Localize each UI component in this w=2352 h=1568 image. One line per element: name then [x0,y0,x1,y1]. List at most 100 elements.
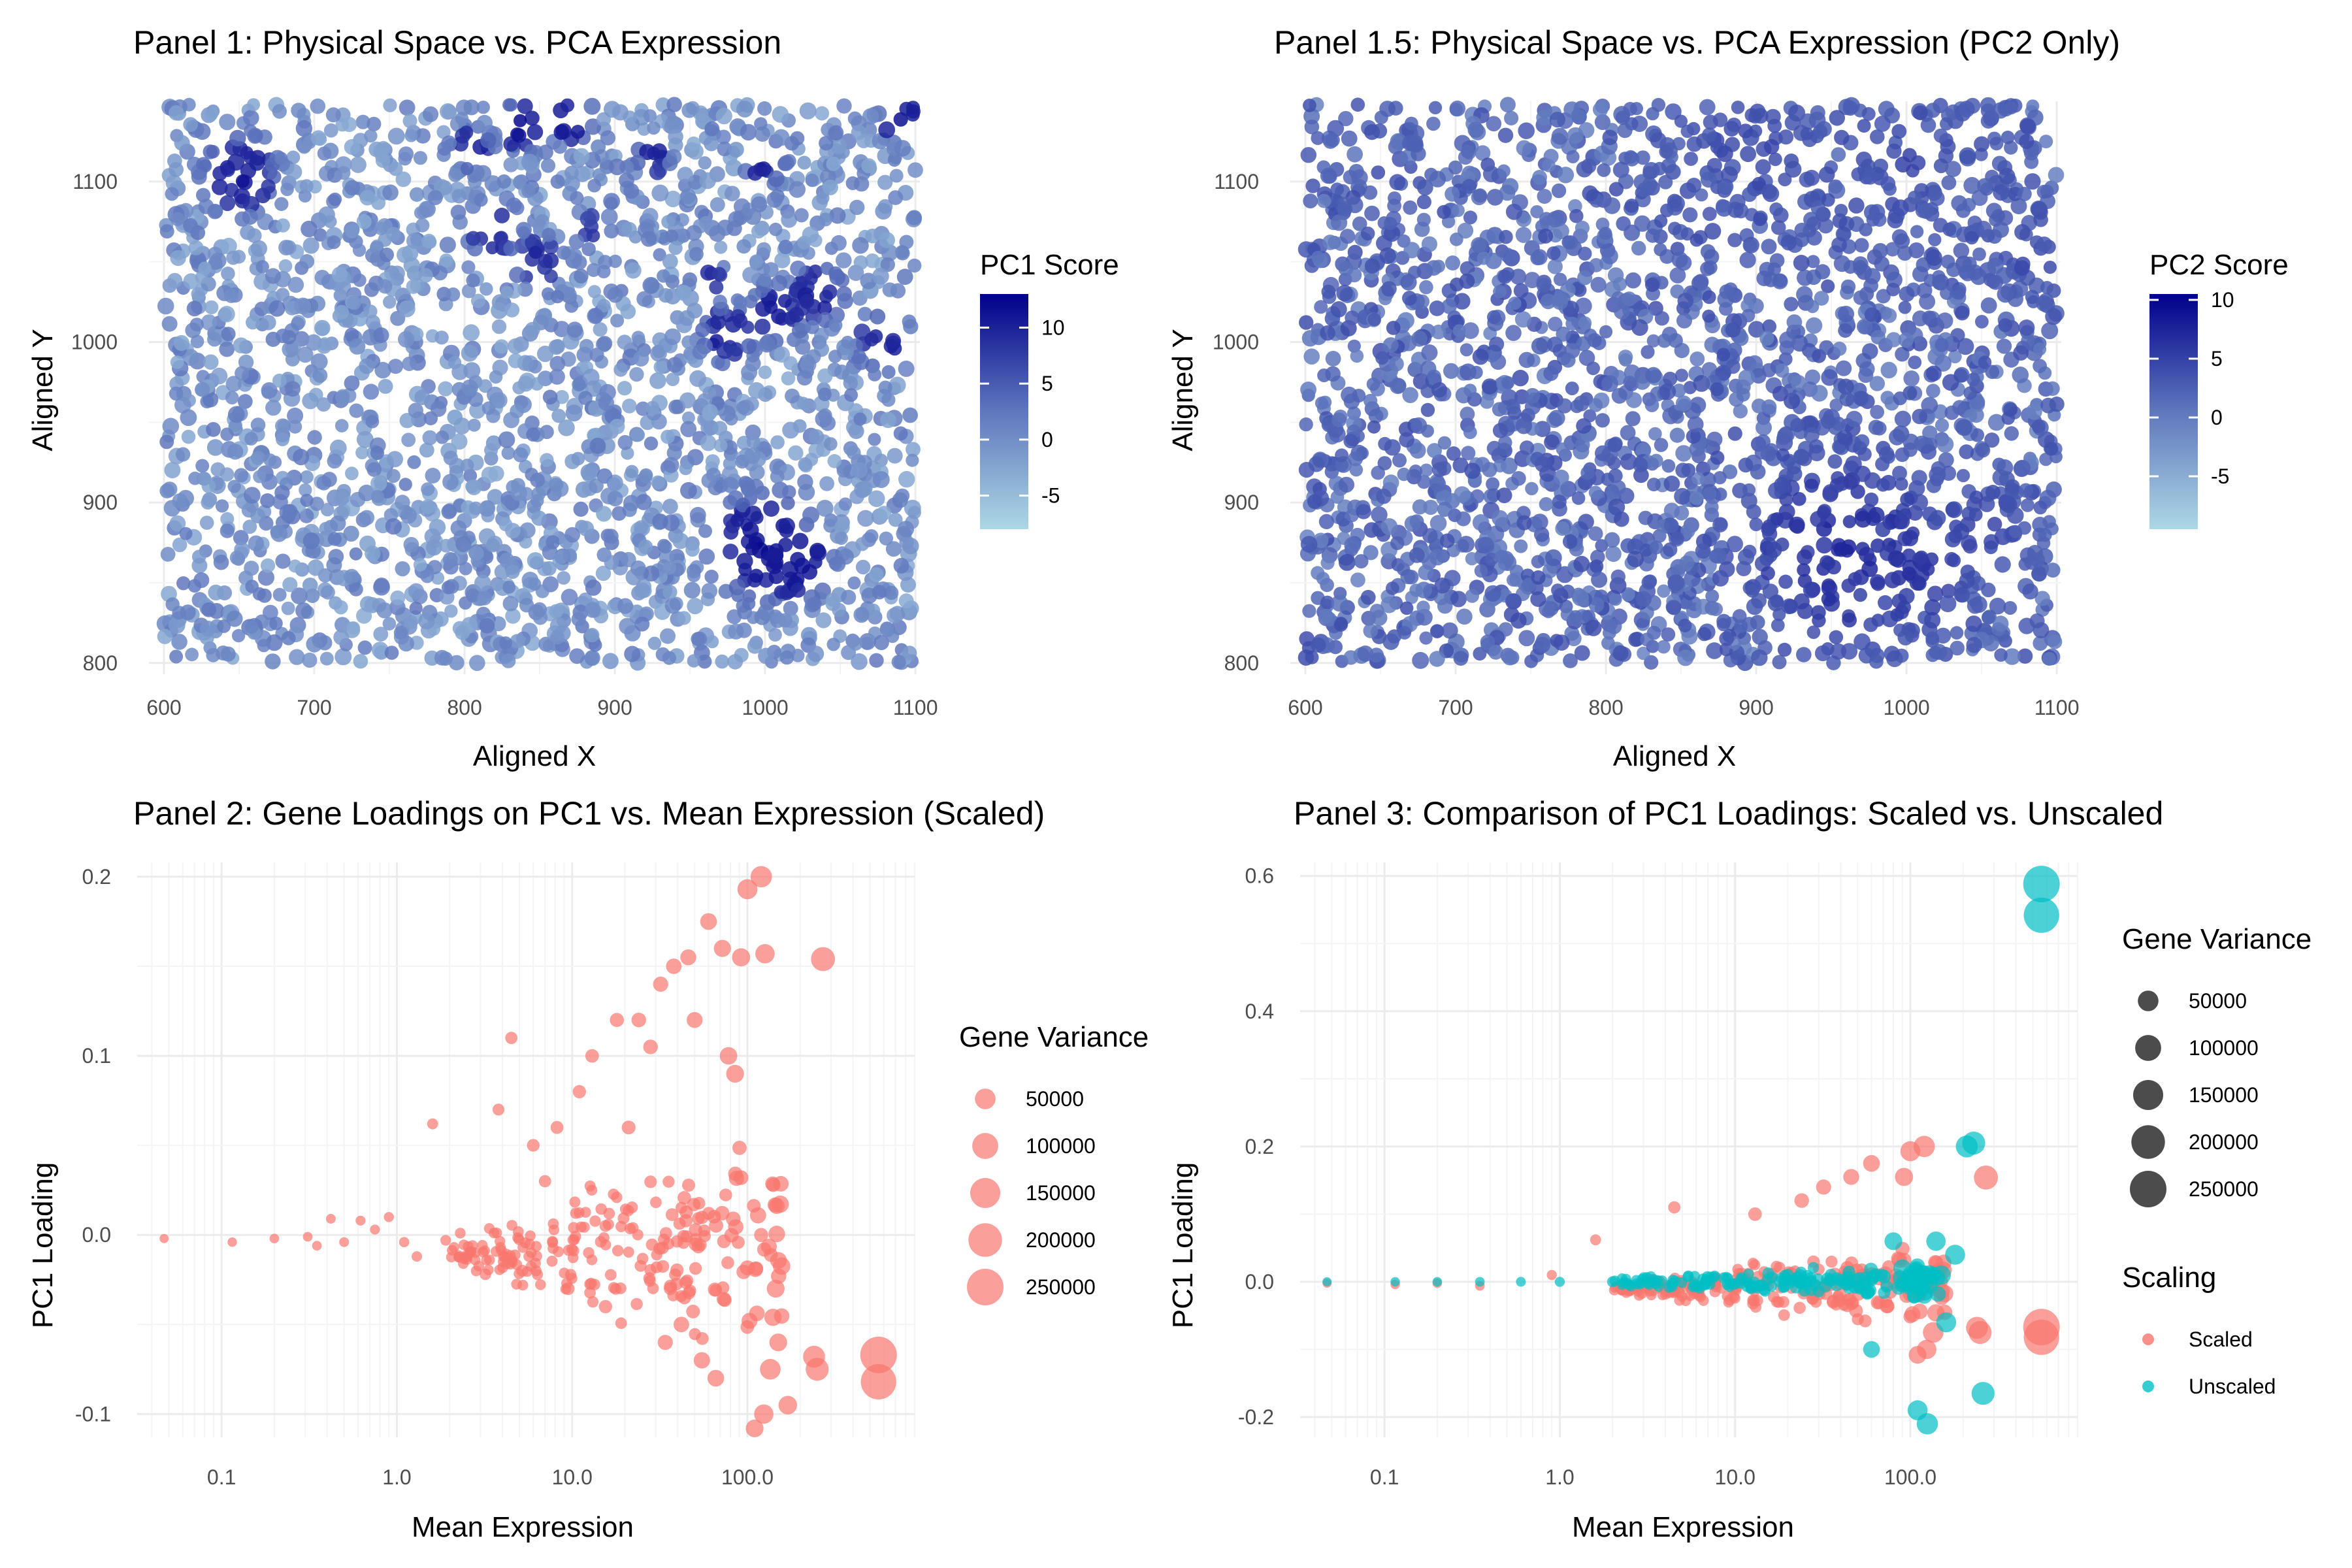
spot [2008,525,2022,538]
spot [1574,645,1590,661]
spot [455,112,469,125]
spot [352,243,367,257]
spot [1796,647,1812,662]
spot [1674,505,1690,521]
spot [1672,137,1686,151]
spot [1524,399,1541,415]
spot [549,368,565,385]
spot [1299,631,1315,647]
spot [248,535,265,552]
spot [881,393,896,407]
spot [1338,476,1354,493]
spot [295,602,312,619]
spot [1784,414,1801,431]
spot [1625,272,1642,289]
spot [1352,389,1366,403]
spot [1335,448,1349,463]
spot [1449,100,1465,117]
spot [596,299,611,313]
spot [383,98,397,112]
spot [809,542,826,559]
spot [1924,612,1941,629]
spot [2033,500,2048,515]
spot [291,587,308,604]
spot [687,598,704,615]
spot [1924,599,1941,616]
spot [169,105,184,121]
spot [898,360,915,377]
spot [607,287,623,303]
spot [1805,369,1821,385]
spot [2024,555,2040,570]
spot [1592,336,1607,350]
spot [257,638,270,653]
spot [1902,530,1919,547]
spot [1738,369,1756,386]
spot [2019,134,2034,150]
spot [487,489,503,505]
spot [782,485,796,499]
spot [558,419,575,436]
spot [1756,419,1772,436]
spot [874,634,889,651]
spot [717,141,732,157]
spot [323,215,337,229]
spot [610,314,625,328]
spot [389,265,405,282]
spot [476,101,490,114]
spot [1739,252,1756,269]
spot [404,129,418,142]
spot [715,654,729,669]
spot [1492,423,1509,438]
spot [1821,578,1836,593]
spot [815,106,830,121]
spot [770,435,785,449]
spot [630,560,646,576]
spot [1797,603,1814,619]
spot [1908,242,1925,259]
spot [1531,249,1548,265]
spot [757,101,772,116]
spot [357,640,372,655]
spot [1300,147,1316,163]
spot [885,333,902,349]
spot [434,331,449,345]
spot [367,462,382,477]
spot [242,519,257,534]
spot [276,218,290,233]
spot [468,501,483,515]
spot [1556,326,1571,342]
spot [1751,649,1768,666]
spot [1784,161,1802,178]
spot [530,377,544,391]
spot [302,393,319,410]
spot [302,532,320,549]
spot [169,649,184,664]
spot [790,260,806,277]
spot [668,240,683,255]
spot [2046,481,2062,498]
spot [680,482,697,499]
spot [686,225,702,241]
spot [197,472,212,486]
spot [551,408,566,423]
spot [666,445,682,461]
spot [323,123,338,138]
spot [827,454,842,468]
colorbar-tick-label: 5 [2211,347,2223,370]
spot [1657,333,1672,348]
spot [1402,135,1419,152]
spot [513,447,529,463]
spot [1518,630,1535,647]
spot [1887,550,1904,567]
spot [723,544,739,560]
spot [880,621,894,636]
spot [216,645,231,661]
spot [580,165,595,180]
spot [1614,303,1630,320]
spot [1797,563,1810,577]
spot [818,408,832,423]
spot [782,421,799,439]
spot [1856,318,1873,335]
